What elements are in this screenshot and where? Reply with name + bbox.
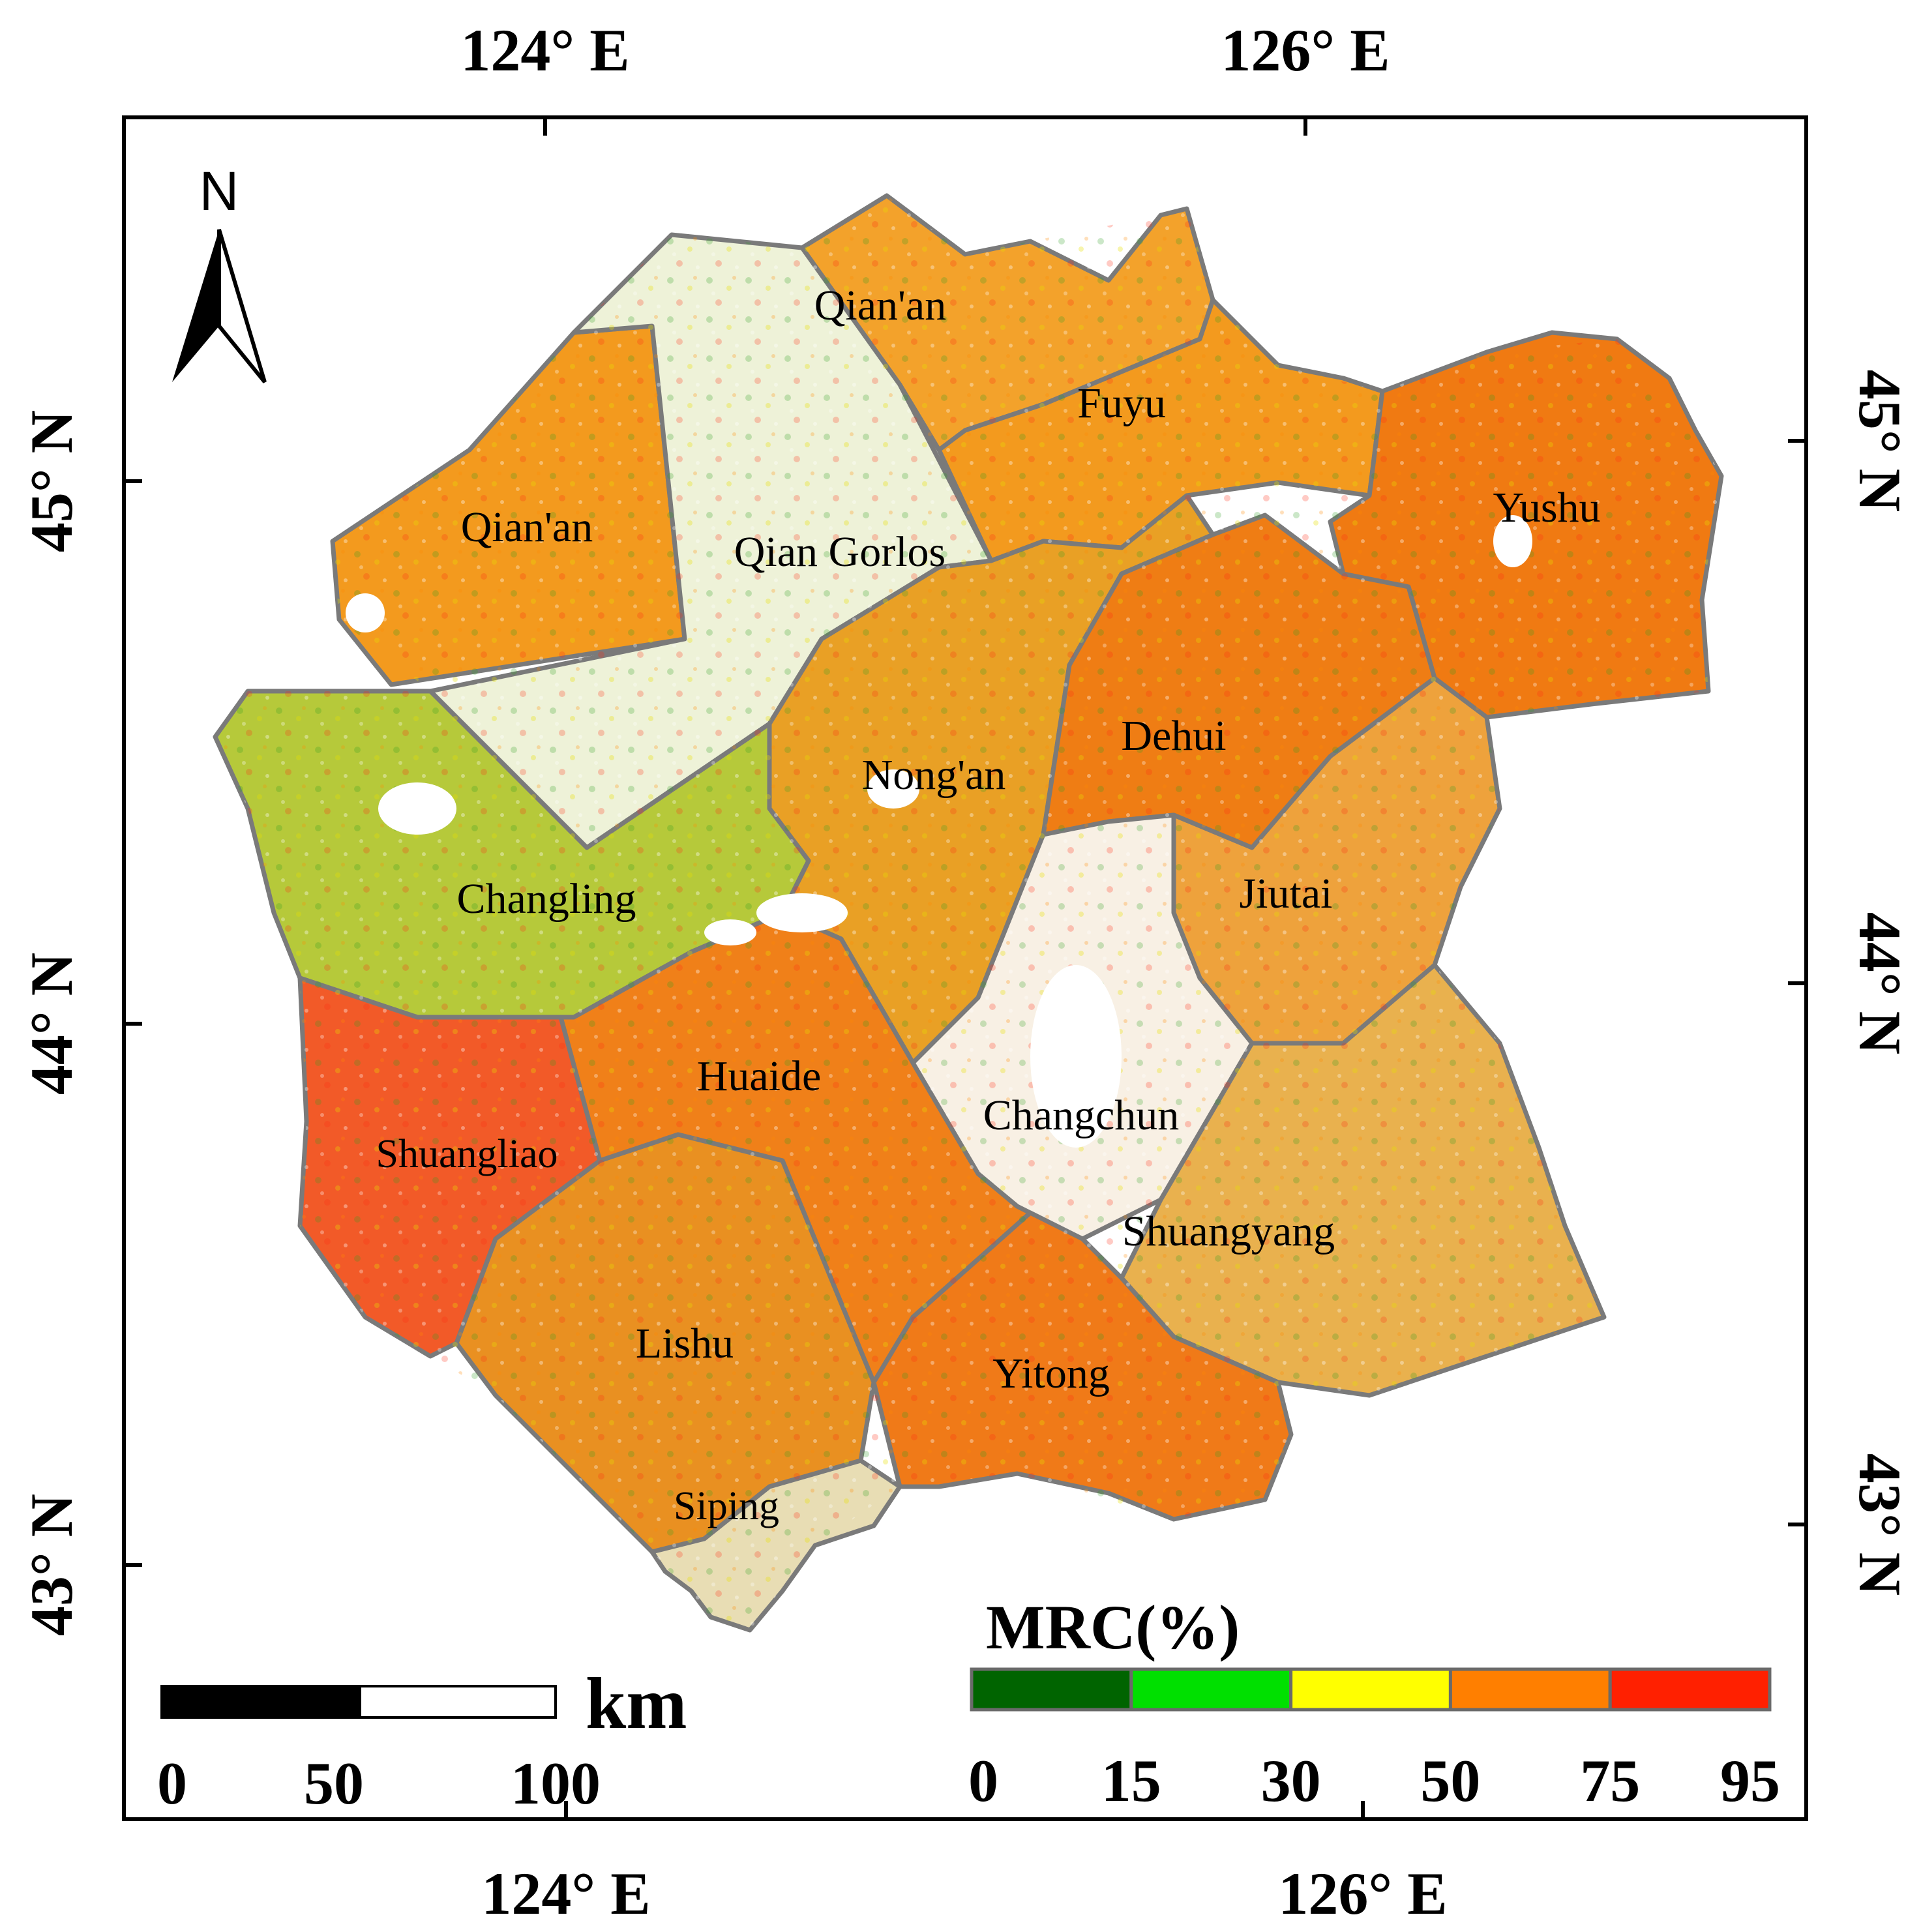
legend-swatch (1448, 1667, 1612, 1712)
county-label: Yushu (1493, 484, 1600, 531)
legend-break-label: 95 (1720, 1747, 1780, 1814)
scale-bar-white-segment (359, 1685, 557, 1719)
legend-swatch (1608, 1667, 1772, 1712)
county-label: Qian'an (814, 282, 946, 329)
legend-swatch (970, 1667, 1133, 1712)
legend-break-label: 0 (968, 1747, 998, 1814)
scale-bar: km 0 50 100 (157, 1663, 687, 1817)
left-lat-label-44: 44° N (18, 953, 85, 1095)
top-lon-label-124: 124° E (460, 17, 629, 83)
county-label: Yitong (992, 1350, 1110, 1397)
county-label: Qian'an (461, 503, 593, 551)
right-lat-label-43: 43° N (1847, 1453, 1913, 1596)
county-label: Shuangyang (1122, 1208, 1335, 1255)
county-label: Shuangliao (376, 1132, 558, 1176)
legend-break-group: 0 15 30 50 75 95 (968, 1747, 1780, 1814)
right-lat-label-45: 45° N (1847, 370, 1913, 512)
left-lat-label-45: 45° N (18, 410, 85, 552)
scale-bar-unit: km (586, 1663, 687, 1744)
scale-bar-label-0: 0 (157, 1750, 187, 1817)
no-data-patches (346, 515, 1532, 1148)
county-label: Huaide (697, 1052, 822, 1100)
county-label: Qian Gorlos (734, 528, 946, 576)
top-lon-label-126: 126° E (1221, 17, 1390, 83)
county-label: Fuyu (1077, 379, 1166, 427)
scale-bar-label-100: 100 (511, 1750, 601, 1817)
county-label: Lishu (636, 1320, 734, 1367)
county-label: Jiutai (1240, 870, 1333, 917)
county-label: Changchun (983, 1092, 1180, 1139)
legend-swatch (1289, 1667, 1452, 1712)
bottom-lon-label-124: 124° E (481, 1860, 650, 1927)
legend-break-label: 50 (1420, 1747, 1480, 1814)
legend-break-label: 75 (1580, 1747, 1640, 1814)
legend-break-label: 15 (1101, 1747, 1161, 1814)
left-lat-label-43: 43° N (18, 1494, 85, 1636)
north-arrow-label: N (200, 160, 239, 222)
county-label: Changling (457, 875, 636, 923)
county-label: Siping (674, 1484, 779, 1528)
legend-title: MRC(%) (986, 1592, 1240, 1662)
right-lat-label-44: 44° N (1847, 912, 1913, 1054)
north-arrow-icon (172, 230, 219, 382)
scale-bar-black-segment (160, 1685, 361, 1719)
county-label: Dehui (1121, 712, 1226, 760)
legend-swatch (1129, 1667, 1293, 1712)
legend: MRC(%) 0 15 30 50 75 95 (968, 1592, 1780, 1814)
legend-swatch-group (970, 1667, 1772, 1712)
north-arrow-icon-outline (217, 229, 267, 383)
bottom-lon-label-126: 126° E (1278, 1860, 1447, 1927)
mrc-raster-texture (215, 196, 1721, 1630)
county-labels: Qian'an Qian'an Fuyu Qian Gorlos Yushu N… (376, 282, 1601, 1528)
scale-bar-label-50: 50 (304, 1750, 364, 1817)
legend-break-label: 30 (1261, 1747, 1321, 1814)
north-arrow: N (172, 160, 267, 383)
county-label: Nong'an (862, 751, 1006, 799)
